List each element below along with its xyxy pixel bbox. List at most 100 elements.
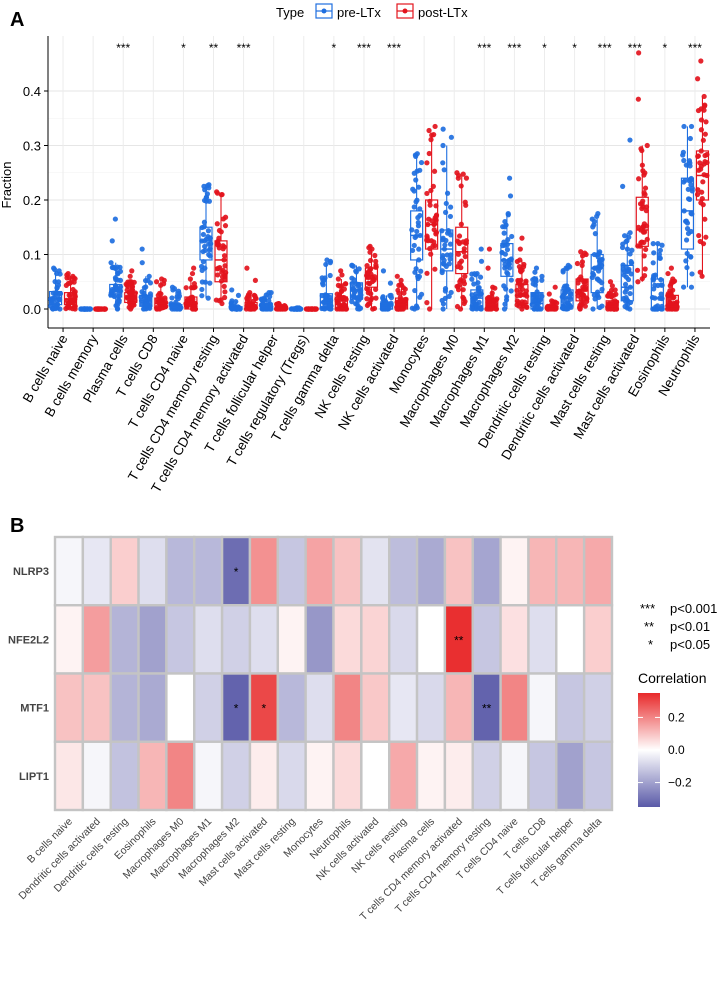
data-point	[685, 186, 691, 192]
data-point	[478, 246, 484, 252]
data-point	[200, 231, 206, 238]
data-point	[202, 243, 208, 250]
data-point	[698, 58, 704, 64]
data-point	[426, 216, 432, 222]
data-point	[115, 271, 121, 277]
heatmap-cell-NFE2L2-5	[193, 604, 224, 675]
data-point	[124, 287, 130, 293]
data-point	[471, 281, 477, 287]
box-pre-LTx-16	[529, 265, 545, 312]
box-body	[665, 294, 679, 310]
y-tick-label: 0.3	[23, 139, 41, 154]
data-point	[627, 306, 633, 312]
heatmap-annotation: **	[454, 633, 464, 647]
legend-key-post	[396, 3, 414, 19]
data-point	[635, 279, 641, 285]
heatmap-cell-NFE2L2-18	[555, 604, 586, 675]
data-point	[667, 288, 673, 294]
data-point	[628, 271, 634, 277]
heatmap-cell-NFE2L2-2	[109, 604, 140, 675]
heatmap-cell-MTF1-4	[165, 672, 196, 743]
data-point	[680, 149, 686, 155]
data-point	[222, 214, 229, 220]
data-point	[117, 286, 123, 292]
box-body	[635, 196, 649, 247]
heatmap-cell-LIPT1-13	[415, 740, 447, 812]
legend: Type pre-LTx post-LTx	[276, 3, 468, 20]
data-point	[698, 117, 705, 123]
data-point	[651, 286, 657, 292]
heatmap-cells	[53, 535, 614, 812]
data-point	[221, 283, 227, 289]
significance-mark: *	[572, 41, 577, 55]
box-pre-LTx-20	[649, 241, 665, 312]
data-point	[635, 96, 641, 102]
data-point	[214, 240, 221, 246]
box-pre-LTx-3	[138, 246, 154, 312]
box-body	[349, 282, 364, 300]
box-post-LTx-4	[183, 265, 198, 312]
heatmap-cell-MTF1-12	[388, 672, 419, 743]
data-point	[567, 264, 573, 270]
data-point	[508, 277, 514, 283]
data-point	[627, 251, 633, 257]
data-point	[116, 297, 122, 303]
data-point	[458, 258, 465, 264]
data-point	[688, 284, 695, 290]
data-point	[424, 160, 430, 166]
data-point	[514, 287, 520, 293]
significance-mark: ***	[387, 41, 401, 55]
heatmap-cell-NFE2L2-8	[276, 604, 307, 675]
box-body	[515, 283, 529, 305]
data-point	[539, 273, 545, 279]
data-point	[205, 228, 212, 234]
data-point	[687, 254, 694, 260]
data-point	[410, 186, 416, 192]
data-point	[598, 257, 604, 263]
heatmap-cell-MTF1-19	[582, 672, 614, 743]
data-point	[533, 265, 540, 271]
heatmap-cell-NLRP3-7	[248, 535, 279, 607]
data-point	[499, 249, 505, 256]
heatmap-annotation: *	[262, 702, 267, 716]
box-post-LTx-8	[303, 306, 319, 312]
data-point	[567, 290, 573, 296]
heatmap-cell-MTF1-2	[109, 672, 140, 743]
data-point	[432, 123, 438, 130]
data-point	[594, 276, 600, 282]
data-point	[644, 236, 650, 242]
data-point	[219, 191, 225, 198]
data-point	[63, 282, 69, 288]
data-point	[440, 237, 446, 243]
data-point	[175, 288, 182, 294]
data-point	[594, 213, 600, 219]
data-point	[169, 295, 175, 301]
data-point	[414, 228, 420, 235]
box-body	[620, 264, 634, 302]
significance-mark: *	[663, 41, 668, 55]
data-point	[432, 266, 438, 272]
data-point	[139, 246, 145, 252]
data-point	[112, 216, 118, 222]
data-point	[415, 273, 421, 279]
sig-label-1: p<0.001	[670, 601, 717, 616]
data-point	[460, 171, 466, 177]
heatmap-cell-NLRP3-13	[415, 535, 447, 607]
heatmap-cell-LIPT1-1	[81, 740, 112, 812]
data-point	[650, 260, 656, 266]
heatmap-cell-NLRP3-19	[582, 535, 614, 607]
data-point	[651, 250, 657, 256]
box-pre-LTx-10	[349, 262, 364, 312]
box-post-LTx-1	[93, 306, 108, 312]
data-point	[207, 235, 213, 241]
data-point	[412, 287, 418, 294]
data-point	[658, 291, 664, 297]
box-body	[590, 253, 604, 294]
data-point	[214, 190, 221, 196]
heatmap-cell-NLRP3-5	[193, 535, 224, 607]
sig-label-2: p<0.01	[670, 619, 710, 634]
heatmap-cell-LIPT1-8	[276, 740, 307, 812]
data-point	[64, 272, 70, 278]
heatmap-cell-NLRP3-16	[499, 535, 530, 607]
data-point	[681, 123, 687, 130]
